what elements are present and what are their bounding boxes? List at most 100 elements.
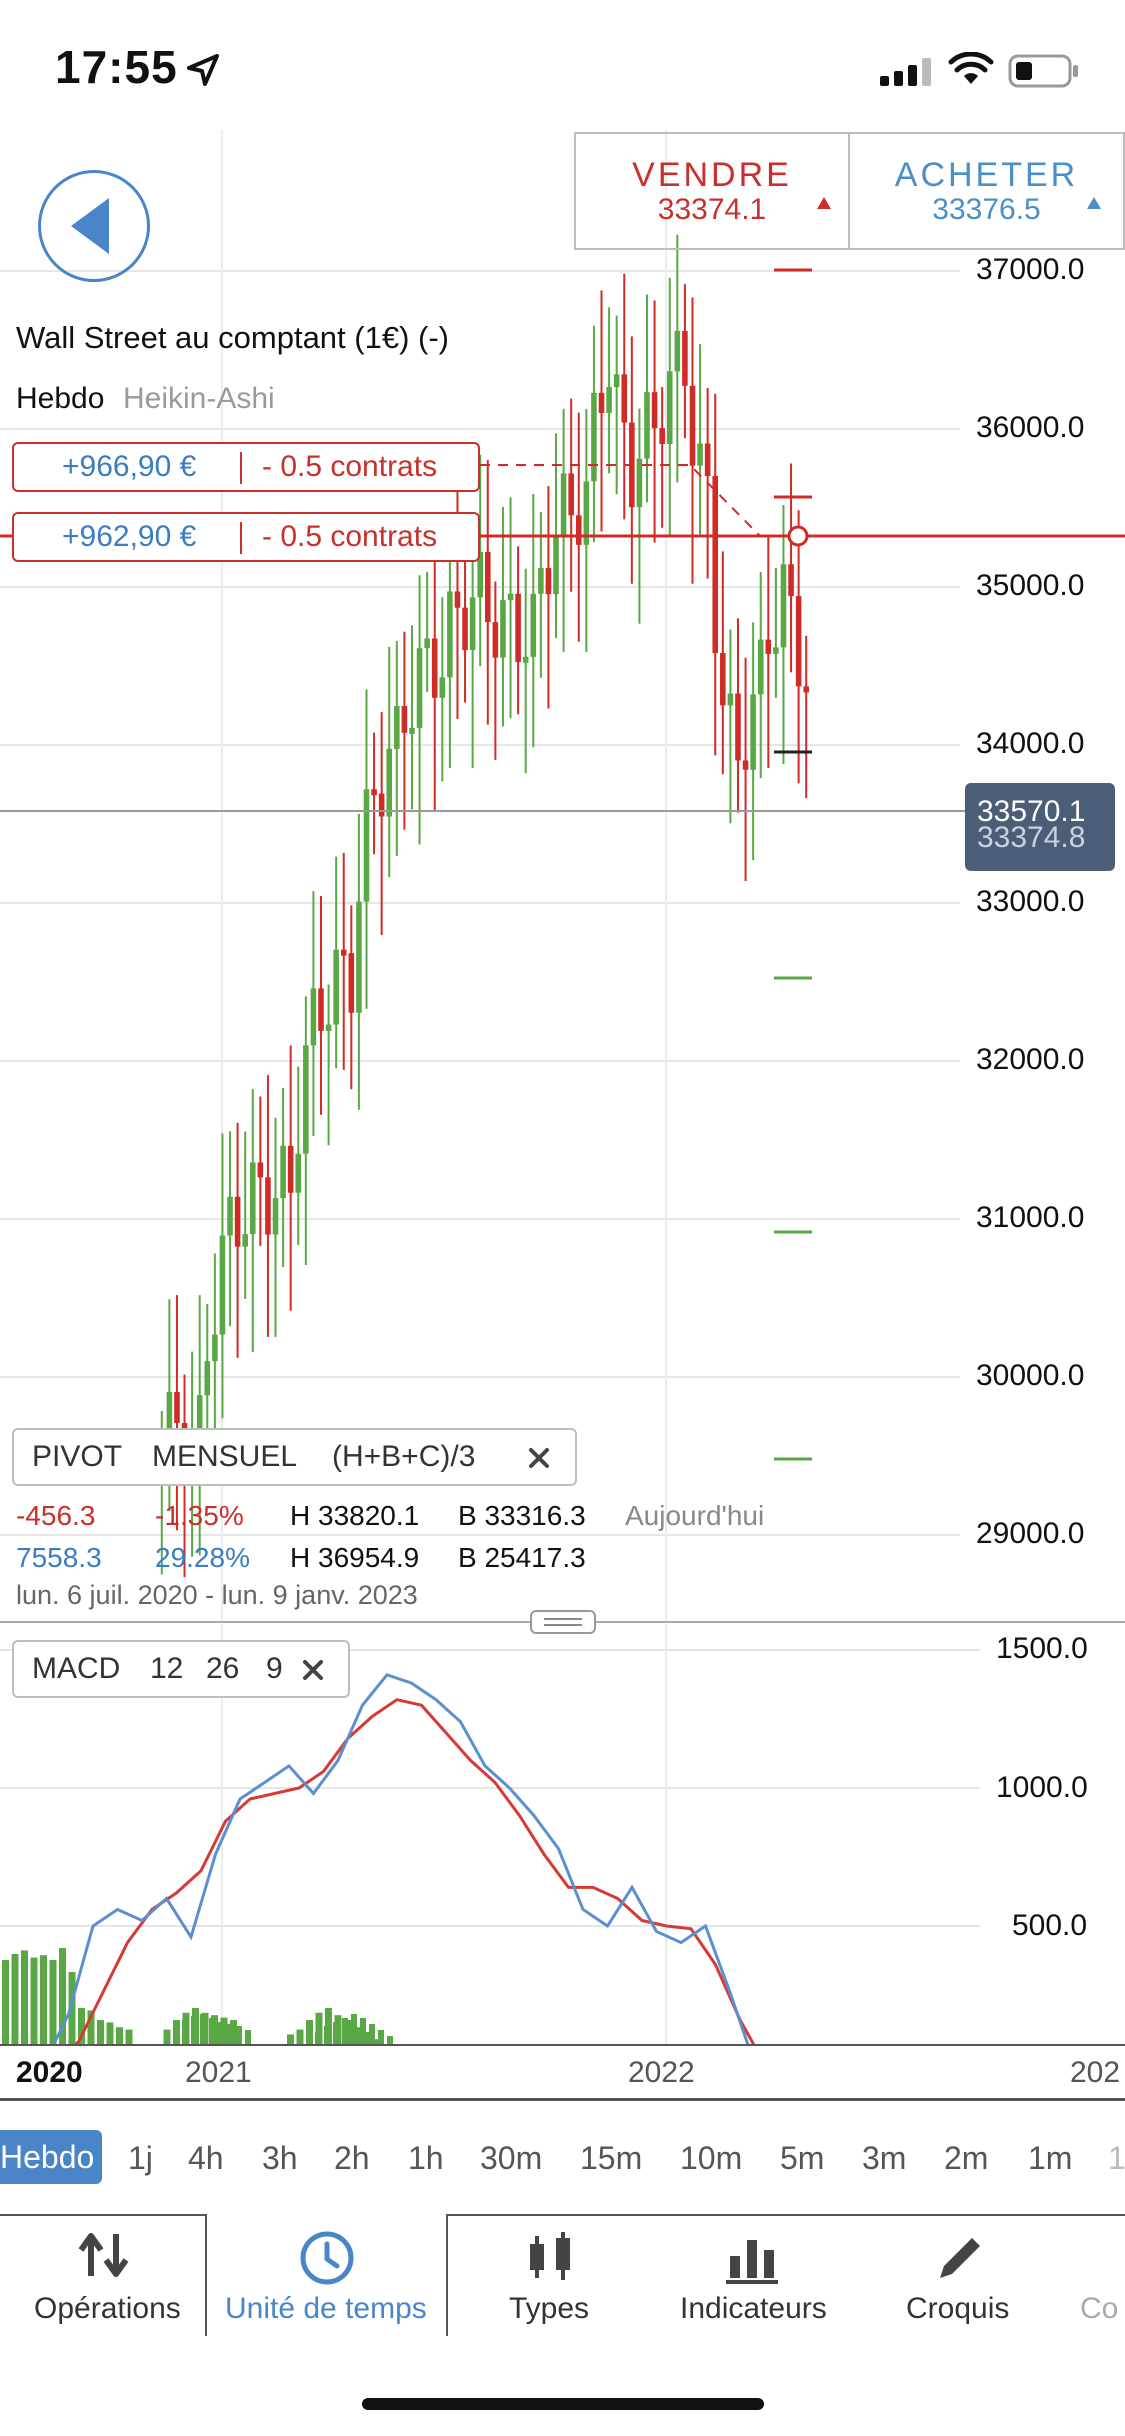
candle-body [371, 789, 377, 796]
histogram-bar [378, 2030, 384, 2044]
candle-body [401, 706, 408, 733]
histogram-bar [360, 2018, 366, 2044]
pivot-change: -456.3 [16, 1500, 96, 1531]
candle-body [257, 1162, 264, 1178]
timeframe-hebdo[interactable]: Hebdo [0, 2130, 102, 2184]
close-icon[interactable] [302, 1659, 324, 1681]
macd-param-slow: 26 [206, 1652, 240, 1685]
timeframe-5m[interactable]: 5m [780, 2140, 825, 2176]
histogram-bar [2, 1960, 9, 2044]
tab-label-more[interactable]: Co [1080, 2292, 1119, 2325]
tab-types[interactable] [480, 2216, 620, 2336]
candle-body [295, 1153, 302, 1193]
candle-body [545, 567, 552, 595]
candle-body [363, 789, 370, 902]
histogram-bar [287, 2034, 294, 2044]
chart-period: Hebdo [16, 382, 105, 415]
sell-button[interactable]: VENDRE 33374.1 [574, 132, 850, 250]
chart-style: Heikin-Ashi [123, 382, 275, 415]
histogram-bar [200, 2014, 206, 2044]
price-axis-label: 32000.0 [976, 1043, 1085, 1076]
tab-indicators[interactable] [670, 2216, 840, 2336]
signal-line [73, 1698, 756, 2044]
candle-body [249, 1162, 256, 1235]
close-icon[interactable] [528, 1447, 550, 1469]
candle-body [651, 392, 658, 429]
candle-body [697, 443, 703, 466]
timeframe-30m[interactable]: 30m [480, 2140, 543, 2176]
position-label[interactable]: +966,90 € - 0.5 contrats [12, 442, 480, 492]
candle-body [621, 374, 628, 423]
pivot-change: 7558.3 [16, 1542, 102, 1573]
candle-body [659, 428, 665, 445]
timeframe-10m[interactable]: 10m [680, 2140, 743, 2176]
pivot-today-label: Aujourd'hui [625, 1500, 765, 1531]
timeframe-3h[interactable]: 3h [262, 2140, 298, 2176]
candle-body [348, 953, 355, 1013]
timeframe-1j[interactable]: 1j [128, 2140, 153, 2176]
timeframe-1m[interactable]: 1m [1028, 2140, 1073, 2176]
macd-axis-label: 1500.0 [996, 1632, 1088, 1665]
candle-body [386, 748, 393, 817]
candle-body [636, 458, 643, 508]
pivot-indicator-chip[interactable]: PIVOT MENSUEL (H+B+C)/3 [12, 1428, 577, 1486]
candle-body [598, 392, 605, 413]
candle-body [340, 949, 347, 956]
pivot-low: B 25417.3 [458, 1542, 586, 1573]
candle-body [265, 1177, 271, 1235]
price-axis-label: 35000.0 [976, 569, 1085, 602]
timeframe-3m[interactable]: 3m [862, 2140, 907, 2176]
candle-body [409, 727, 415, 734]
candle-body [735, 693, 741, 761]
timeframe-bar-top [0, 2098, 1125, 2101]
histogram-bar [387, 2036, 393, 2044]
candle-body [424, 638, 430, 649]
timeframe-4h[interactable]: 4h [188, 2140, 224, 2176]
price-chart[interactable] [0, 130, 1125, 1622]
candle-body [287, 1145, 294, 1193]
histogram-bar [164, 2034, 170, 2044]
tab-sketch[interactable] [880, 2216, 1040, 2336]
candle-body [553, 535, 559, 595]
macd-indicator-chip[interactable]: MACD 12 26 9 [12, 1640, 350, 1698]
histogram-bar [21, 1950, 28, 2044]
histogram-bar [30, 1957, 38, 2044]
candle-body [303, 1045, 309, 1154]
home-indicator [362, 2398, 764, 2410]
position-pnl: +962,90 € [62, 520, 197, 553]
candle-body [234, 1196, 241, 1247]
candle-body [242, 1234, 248, 1247]
position-pnl: +966,90 € [62, 450, 197, 483]
timeframe-2m[interactable]: 2m [944, 2140, 989, 2176]
candle-body [318, 988, 324, 1031]
candle-body [439, 677, 446, 698]
price-axis-label: 31000.0 [976, 1201, 1085, 1234]
back-button[interactable] [38, 170, 150, 282]
price-tag-value: 33570.1 [977, 795, 1086, 828]
price-up-icon [1087, 197, 1101, 209]
histogram-bar [209, 2018, 215, 2044]
divider [448, 2214, 1125, 2216]
candle-body [757, 639, 764, 695]
tab-time-unit[interactable] [207, 2216, 446, 2336]
buy-button[interactable]: ACHETER 33376.5 [850, 132, 1125, 250]
candle-body [727, 693, 734, 706]
histogram-bar [182, 2020, 188, 2044]
histogram-bar [49, 1960, 57, 2044]
histogram-bar [87, 2010, 95, 2044]
pivot-date-range: lun. 6 juil. 2020 - lun. 9 janv. 2023 [16, 1580, 418, 1610]
histogram-bar [351, 2014, 357, 2044]
timeframe-15m[interactable]: 15m [580, 2140, 643, 2176]
candle-body [447, 591, 453, 678]
macd-param-signal: 9 [266, 1652, 283, 1685]
timeframe-more[interactable]: 1 [1108, 2140, 1125, 2176]
tab-operations[interactable] [0, 2214, 205, 2336]
position-label[interactable]: +962,90 € - 0.5 contrats [12, 512, 480, 562]
histogram-bar [11, 1954, 19, 2044]
price-axis-label: 36000.0 [976, 411, 1085, 444]
timeframe-2h[interactable]: 2h [334, 2140, 370, 2176]
timeframe-1h[interactable]: 1h [408, 2140, 444, 2176]
pane-resize-handle[interactable] [530, 1610, 596, 1634]
location-arrow-icon [187, 54, 219, 86]
macd-chart[interactable] [0, 1624, 1125, 2044]
